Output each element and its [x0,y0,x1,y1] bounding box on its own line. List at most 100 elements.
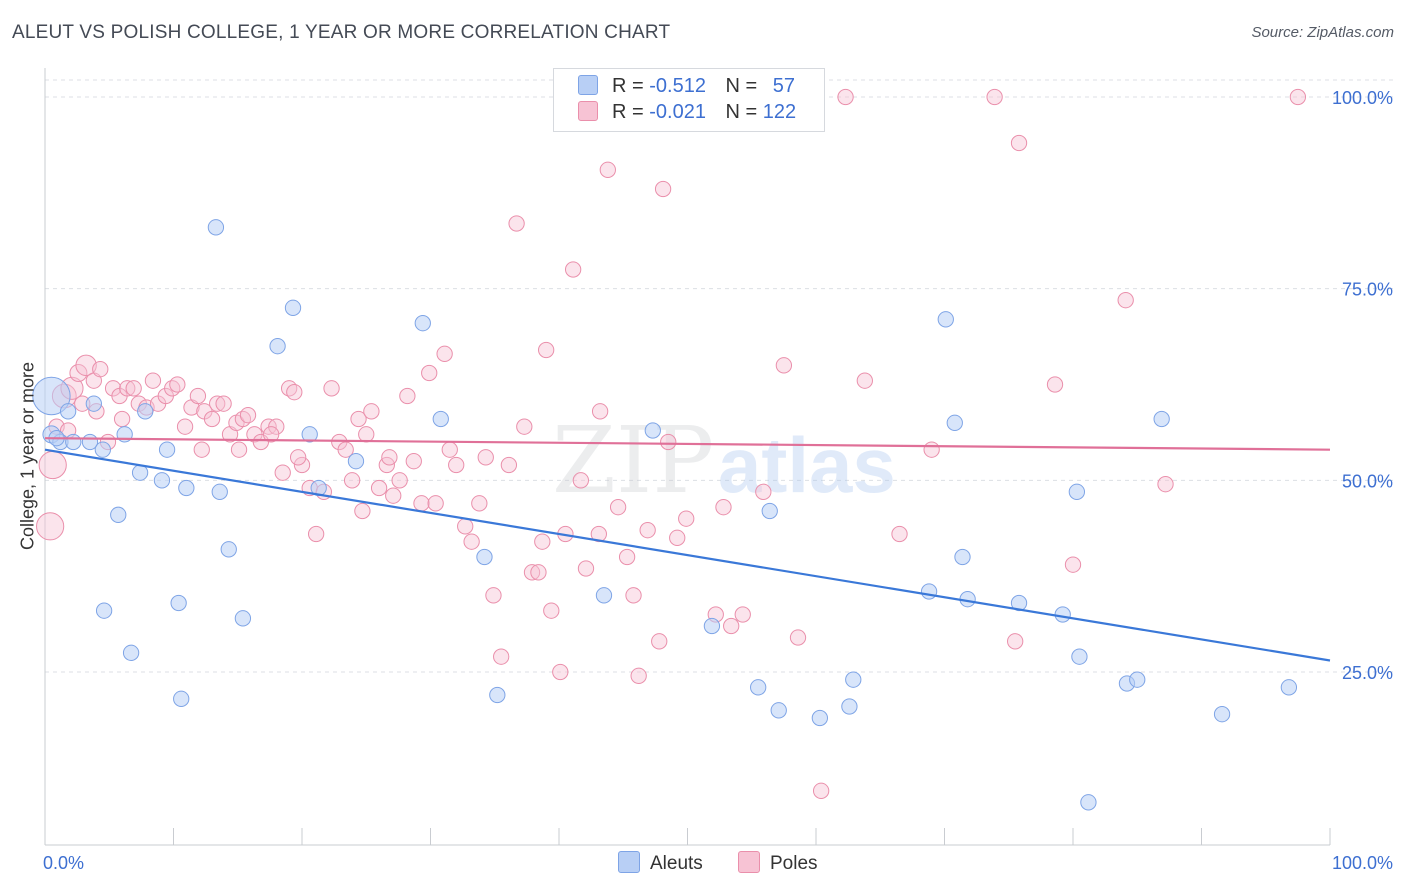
poles-point [307,525,325,543]
poles-point [1007,633,1024,650]
legend-row-poles: R = -0.021 N = 122 [578,101,796,127]
y-tick-label: 25.0% [1342,663,1393,683]
poles-point [538,341,555,359]
poles-point [350,410,367,428]
r-value: -0.021 [649,101,706,123]
aleuts-point [122,644,140,661]
aleuts-point [414,315,431,332]
aleuts-point [1080,794,1097,811]
watermark-atlas: atlas [718,421,896,509]
poles-point [552,663,569,681]
poles-point [493,648,510,665]
tick-labels: 25.0% 50.0% 75.0% 100.0% 0.0% 100.0% [43,88,1393,873]
poles-point [1064,556,1082,573]
poles-point [144,372,162,389]
poles-legend-label: Poles [770,853,818,874]
aleuts-point [1071,648,1088,665]
poles-point [599,161,616,178]
watermark-zip: ZIP [552,407,714,514]
poles-point [500,456,518,474]
poles-point [534,533,551,550]
poles-point [69,364,88,382]
poles-point [734,606,751,623]
poles-point [113,410,131,428]
aleuts-point [1129,671,1146,688]
poles-point [36,512,65,541]
poles-point [639,522,656,539]
poles-point [239,407,257,424]
aleuts-point [137,403,154,420]
poles-point [651,633,668,650]
poles-point [337,441,354,458]
poles-point [1157,476,1174,493]
correlation-legend: R = -0.512 N = 57 R = -0.021 N = 122 [553,68,825,132]
poles-point [625,587,642,604]
aleuts-point [220,541,237,558]
poles-point [523,564,541,581]
poles-point [508,215,525,232]
aleuts-point [845,671,862,688]
poles-legend-swatch [738,851,760,873]
y-tick-label: 100.0% [1332,88,1393,108]
aleuts-point [95,602,113,619]
x-tick-label-min: 0.0% [43,853,84,873]
poles-point [381,449,398,466]
aleuts-point [476,548,493,566]
poles-point [812,782,830,799]
poles-point [441,441,458,458]
chart-title: ALEUT VS POLISH COLLEGE, 1 YEAR OR MORE … [12,22,671,43]
poles-point [293,456,311,474]
aleuts-point [1010,594,1028,612]
aleuts-point [85,395,102,412]
poles-point [669,529,686,546]
poles-point [457,518,474,535]
poles-point [837,88,854,106]
poles-point [370,479,388,497]
aleuts-point [59,403,77,420]
poles-point [405,453,422,470]
aleuts-point [158,441,176,458]
aleuts-point [920,583,938,600]
aleuts-point [811,709,829,727]
poles-point [477,449,494,466]
source-label: Source: ZipAtlas.com [1251,24,1394,41]
aleuts-trend-line [44,448,1331,662]
poles-point [986,88,1003,106]
legend-row-aleuts: R = -0.512 N = 57 [578,75,795,101]
aleuts-point [269,338,286,355]
poles-point [678,510,695,527]
aleuts-point [347,453,365,470]
poles-point [358,426,375,443]
n-value: 57 [772,75,796,97]
aleuts-point [644,422,661,439]
poles-point [577,560,595,577]
poles-point [274,464,291,481]
aleuts-point [65,433,82,451]
poles-swatch [578,101,598,121]
poles-point [209,395,226,412]
poles-points [36,88,1307,799]
poles-point [289,449,307,466]
aleuts-point [937,311,954,328]
poles-point [591,403,609,420]
poles-point [399,387,416,405]
poles-point [436,345,453,362]
poles-point [230,441,248,458]
poles-point [323,380,340,397]
poles-point [715,499,732,516]
poles-point [660,433,677,451]
aleuts-point [489,686,506,704]
poles-point [189,387,207,405]
poles-point [343,472,361,489]
aleuts-swatch [578,75,598,95]
poles-point [203,410,221,428]
legend-item-aleuts: Aleuts [618,851,703,875]
aleuts-point [211,483,228,500]
aleuts-point [178,479,195,497]
poles-point [609,499,627,516]
poles-point [385,487,402,504]
poles-point [516,418,533,435]
aleuts-point [432,410,449,428]
poles-point [856,372,873,389]
